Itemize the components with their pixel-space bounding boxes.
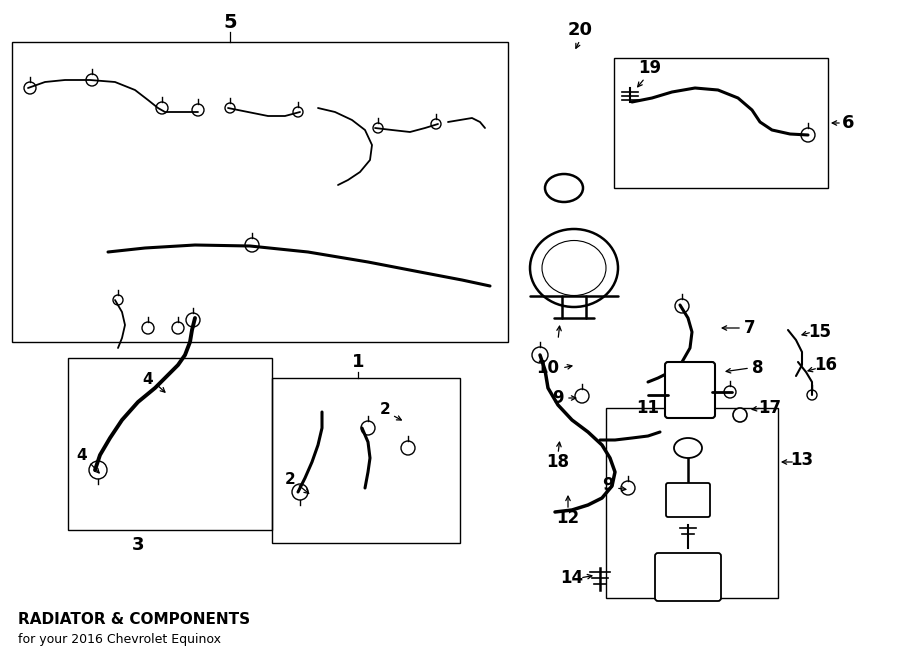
Text: 10: 10 (536, 359, 560, 377)
Text: 1: 1 (352, 353, 365, 371)
Text: for your 2016 Chevrolet Equinox: for your 2016 Chevrolet Equinox (18, 634, 221, 647)
Text: 12: 12 (556, 509, 580, 527)
Text: 18: 18 (546, 453, 570, 471)
Text: 20: 20 (568, 21, 592, 39)
Ellipse shape (530, 229, 618, 307)
Text: 17: 17 (759, 399, 781, 417)
Ellipse shape (545, 174, 583, 202)
Text: 8: 8 (752, 359, 764, 377)
Bar (272, 378, 460, 543)
FancyBboxPatch shape (666, 483, 710, 517)
Text: 2: 2 (284, 473, 295, 487)
Text: 13: 13 (790, 451, 814, 469)
Bar (614, 58, 828, 188)
Text: 9: 9 (553, 389, 563, 407)
Text: 11: 11 (636, 399, 660, 417)
Text: 19: 19 (638, 59, 662, 77)
Text: 7: 7 (744, 319, 756, 337)
Text: 3: 3 (131, 536, 144, 554)
FancyBboxPatch shape (655, 553, 721, 601)
Text: RADIATOR & COMPONENTS: RADIATOR & COMPONENTS (18, 612, 250, 628)
Text: 4: 4 (143, 373, 153, 387)
Text: 6: 6 (842, 114, 854, 132)
Text: 16: 16 (814, 356, 838, 374)
Ellipse shape (733, 408, 747, 422)
FancyBboxPatch shape (665, 362, 715, 418)
Text: 9: 9 (602, 476, 614, 494)
Text: 14: 14 (561, 569, 583, 587)
Bar (606, 408, 778, 598)
Bar (68, 358, 272, 530)
Text: 2: 2 (380, 402, 391, 418)
Text: 4: 4 (76, 448, 87, 463)
Bar (12, 42, 508, 342)
Text: 5: 5 (223, 13, 237, 32)
Text: 15: 15 (808, 323, 832, 341)
Ellipse shape (674, 438, 702, 458)
